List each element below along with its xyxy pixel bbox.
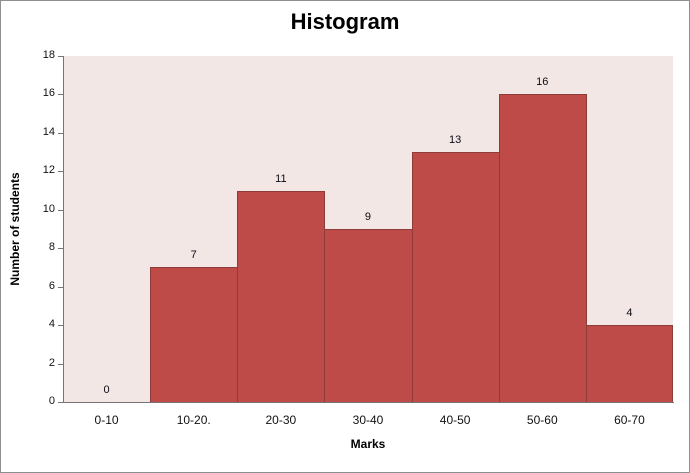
x-category-label: 20-30: [265, 413, 297, 427]
x-axis-title: Marks: [350, 437, 386, 451]
y-tick-label: 10: [42, 202, 55, 215]
y-tick-label: 14: [42, 125, 55, 138]
y-axis-line: [63, 56, 64, 403]
x-category-label: 40-50: [439, 413, 471, 427]
bar-60-70: [585, 325, 673, 402]
bar-20-30: [237, 190, 326, 402]
y-tick-label: 16: [42, 87, 55, 100]
y-tick-label: 8: [48, 241, 55, 254]
y-tick-mark: [58, 248, 63, 250]
x-category-label: 0-10: [94, 413, 119, 427]
x-category-label: 60-70: [614, 413, 645, 427]
x-category-label: 50-60: [526, 413, 558, 427]
y-tick-mark: [58, 171, 63, 173]
bar-value-label: 7: [190, 249, 197, 262]
y-tick-label: 4: [48, 318, 55, 331]
x-axis-line: [58, 402, 674, 403]
y-tick-mark: [58, 209, 63, 211]
chart-title: Histogram: [290, 9, 400, 34]
y-tick-mark: [58, 56, 63, 57]
bar-value-label: 16: [536, 76, 549, 89]
bar-50-60: [498, 94, 587, 402]
bar-value-label: 9: [364, 211, 372, 223]
bar-value-label: 4: [626, 307, 633, 320]
bar-40-50: [411, 152, 500, 402]
y-tick-label: 12: [42, 164, 55, 177]
bar-value-label: 11: [275, 172, 287, 185]
bar-value-label: 13: [449, 134, 462, 147]
x-category-label: 10-20.: [176, 413, 211, 427]
y-tick-label: 6: [48, 279, 55, 292]
bar-value-label: 0: [103, 384, 110, 396]
y-tick-mark: [58, 286, 63, 288]
y-tick-label: 2: [48, 356, 55, 369]
x-category-label: 30-40: [352, 413, 384, 427]
y-tick-label: 18: [42, 49, 55, 61]
bar-10-20.: [150, 267, 239, 402]
bar-30-40: [324, 229, 413, 402]
y-axis-title: Number of students: [8, 172, 22, 286]
y-tick-mark: [58, 132, 63, 134]
y-tick-mark: [58, 363, 63, 365]
y-tick-label: 0: [48, 395, 55, 407]
y-tick-mark: [58, 94, 63, 96]
y-tick-mark: [58, 325, 63, 327]
